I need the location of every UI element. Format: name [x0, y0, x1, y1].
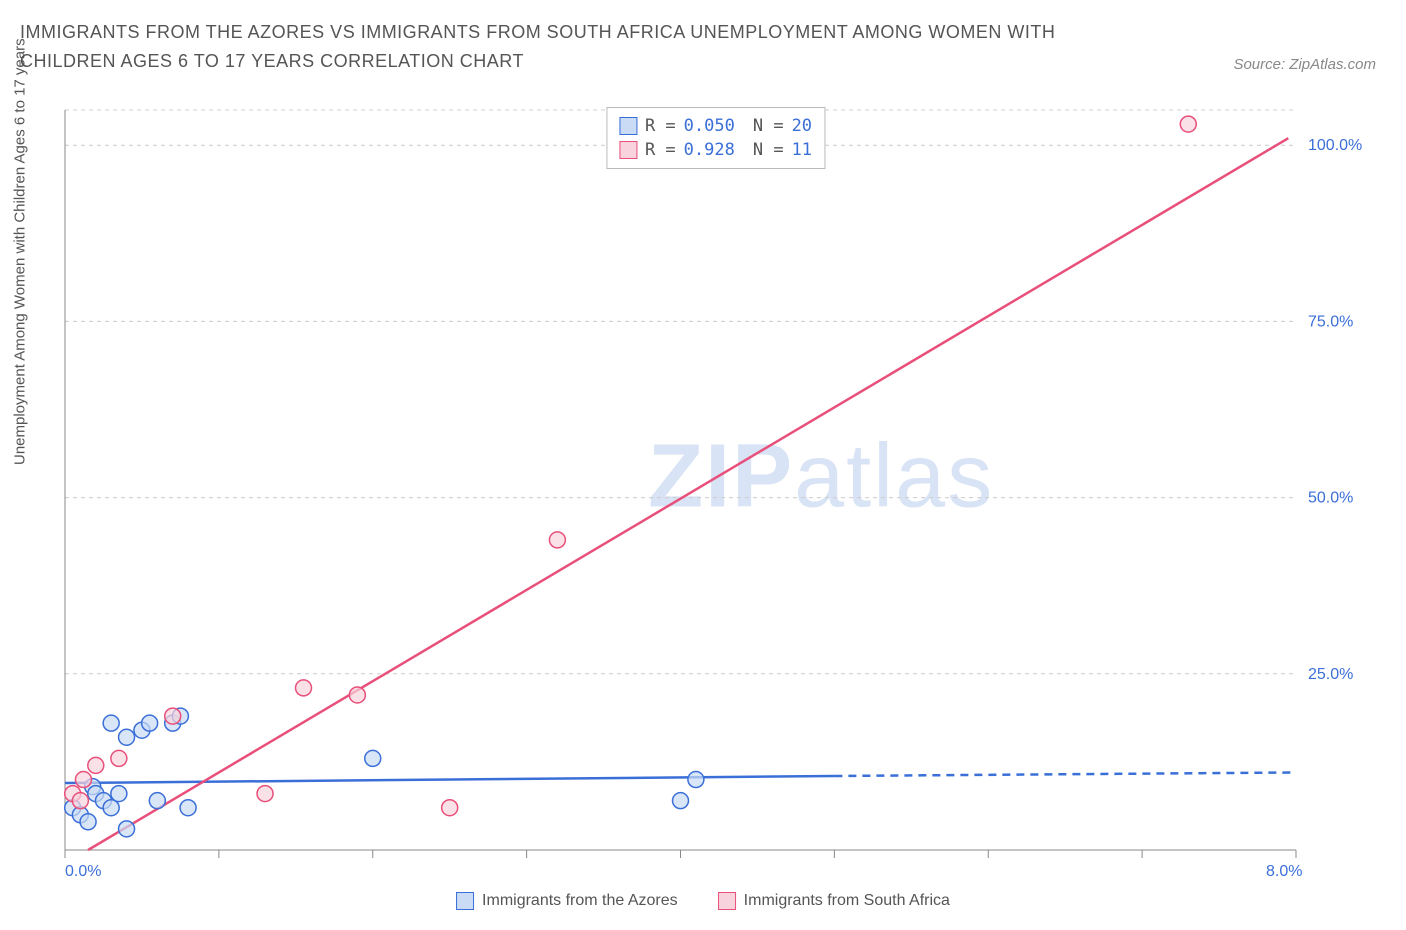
n-value: 11	[792, 140, 812, 160]
series-legend: Immigrants from the Azores Immigrants fr…	[456, 892, 950, 910]
scatter-plot: 25.0% 50.0% 75.0% 100.0% 0.0% 8.0%	[55, 105, 1376, 880]
legend-item-south-africa: Immigrants from South Africa	[718, 892, 950, 910]
r-label: R =	[645, 140, 676, 160]
svg-text:75.0%: 75.0%	[1308, 313, 1353, 330]
r-value: 0.928	[684, 140, 735, 160]
r-value: 0.050	[684, 116, 735, 136]
swatch-south-africa	[619, 141, 637, 159]
n-value: 20	[792, 116, 812, 136]
svg-text:0.0%: 0.0%	[65, 863, 101, 880]
svg-text:100.0%: 100.0%	[1308, 137, 1362, 154]
source-label: Source: ZipAtlas.com	[1233, 56, 1376, 73]
swatch-south-africa	[718, 892, 736, 910]
legend-item-azores: Immigrants from the Azores	[456, 892, 678, 910]
svg-text:50.0%: 50.0%	[1308, 490, 1353, 507]
legend-row-south-africa: R = 0.928 N = 11	[619, 138, 812, 162]
svg-text:8.0%: 8.0%	[1266, 863, 1302, 880]
y-axis-label: Unemployment Among Women with Children A…	[12, 38, 29, 465]
swatch-azores	[619, 117, 637, 135]
legend-row-azores: R = 0.050 N = 20	[619, 114, 812, 138]
r-label: R =	[645, 116, 676, 136]
legend-label: Immigrants from South Africa	[744, 892, 950, 910]
legend-label: Immigrants from the Azores	[482, 892, 678, 910]
n-label: N =	[753, 140, 784, 160]
stats-legend-box: R = 0.050 N = 20 R = 0.928 N = 11	[606, 107, 825, 169]
svg-text:25.0%: 25.0%	[1308, 666, 1353, 683]
chart-area: ZIPatlas 25.0%50.0%75.0%100.0%0.0%8.0% R…	[55, 105, 1376, 880]
chart-title: IMMIGRANTS FROM THE AZORES VS IMMIGRANTS…	[20, 18, 1120, 76]
swatch-azores	[456, 892, 474, 910]
n-label: N =	[753, 116, 784, 136]
